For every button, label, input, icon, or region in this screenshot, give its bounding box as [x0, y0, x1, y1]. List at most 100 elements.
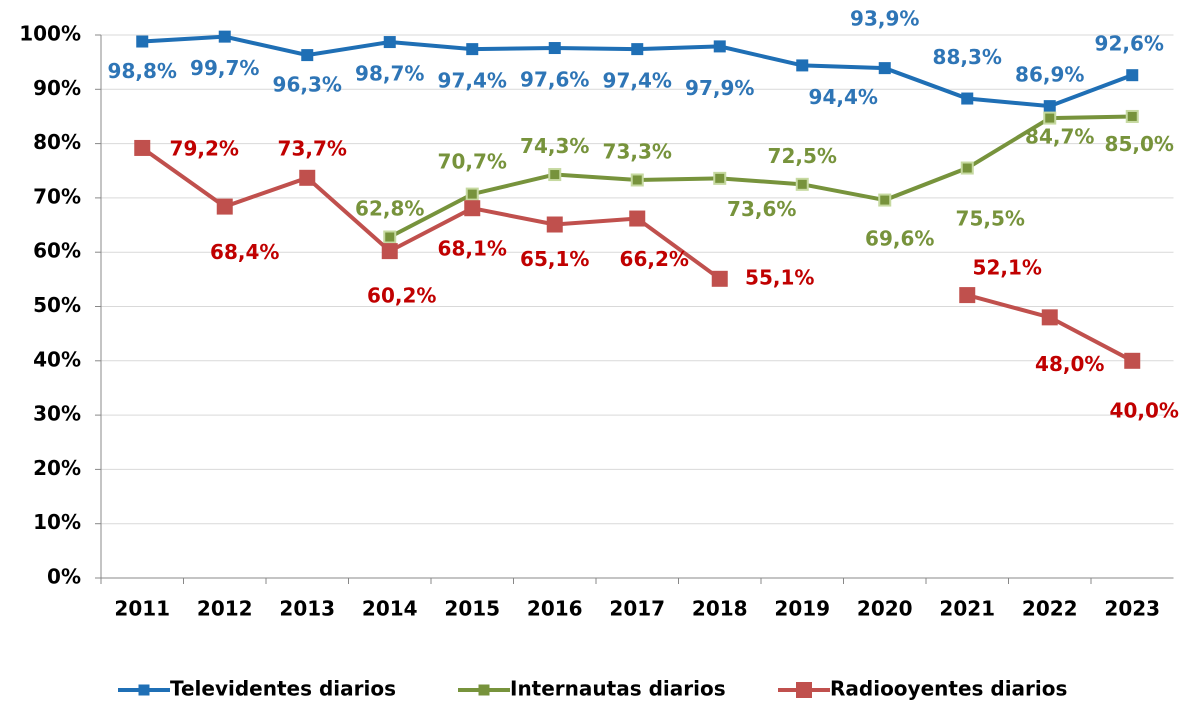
- marker: [134, 139, 151, 156]
- marker: [546, 216, 563, 233]
- data-label: 97,6%: [520, 68, 589, 92]
- marker: [961, 92, 974, 105]
- data-label: 97,4%: [603, 69, 672, 93]
- series-line: [141, 146, 721, 281]
- marker: [383, 230, 397, 244]
- data-label: 98,8%: [108, 59, 177, 83]
- legend-item: Televidentes diarios: [118, 677, 396, 701]
- marker: [1125, 109, 1139, 123]
- marker: [548, 42, 561, 55]
- y-tick-label: 10%: [33, 510, 81, 534]
- data-label: 72,5%: [768, 144, 837, 168]
- data-label: 86,9%: [1015, 63, 1084, 87]
- x-tick-label: 2014: [362, 597, 418, 621]
- legend-marker: [796, 682, 812, 698]
- x-tick-label: 2021: [939, 597, 995, 621]
- data-label: 85,0%: [1105, 132, 1174, 156]
- data-label: 93,9%: [850, 7, 919, 31]
- marker: [383, 36, 396, 49]
- y-tick-label: 80%: [33, 130, 81, 154]
- marker: [959, 287, 976, 304]
- marker: [218, 30, 231, 43]
- marker: [796, 59, 809, 72]
- y-tick-label: 90%: [33, 76, 81, 100]
- marker: [1041, 309, 1058, 326]
- series-line: [388, 114, 1133, 239]
- marker: [301, 49, 314, 62]
- marker: [136, 35, 149, 48]
- data-label: 79,2%: [170, 136, 239, 160]
- data-label: 69,6%: [865, 227, 934, 251]
- legend-item: Radiooyentes diarios: [778, 677, 1067, 701]
- marker: [878, 193, 892, 207]
- legend-marker: [138, 684, 150, 696]
- marker: [795, 177, 809, 191]
- marker: [631, 43, 644, 56]
- data-label: 68,1%: [438, 237, 507, 261]
- data-label: 96,3%: [273, 73, 342, 97]
- y-tick-label: 50%: [33, 293, 81, 317]
- marker: [464, 200, 481, 217]
- data-label: 92,6%: [1095, 32, 1164, 56]
- data-label: 94,4%: [809, 85, 878, 109]
- data-label: 55,1%: [745, 265, 814, 289]
- data-label: 84,7%: [1025, 125, 1094, 149]
- data-label: 62,8%: [355, 196, 424, 220]
- marker: [960, 161, 974, 175]
- y-tick-label: 30%: [33, 402, 81, 426]
- legend-item: Internautas diarios: [458, 677, 726, 701]
- marker: [1043, 111, 1057, 125]
- data-label: 52,1%: [973, 256, 1042, 280]
- data-label: 73,7%: [278, 136, 347, 160]
- x-tick-label: 2016: [527, 597, 583, 621]
- legend-label: Televidentes diarios: [170, 677, 396, 701]
- marker: [381, 243, 398, 260]
- x-tick-label: 2011: [114, 597, 170, 621]
- data-label: 70,7%: [438, 150, 507, 174]
- x-tick-label: 2023: [1104, 597, 1160, 621]
- marker: [216, 198, 233, 215]
- legend-marker: [478, 684, 490, 696]
- marker: [629, 210, 646, 227]
- legend-label: Internautas diarios: [510, 677, 726, 701]
- marker: [630, 173, 644, 187]
- x-tick-label: 2018: [692, 597, 748, 621]
- y-tick-label: 40%: [33, 347, 81, 371]
- data-label: 75,5%: [956, 207, 1025, 231]
- marker: [711, 270, 728, 287]
- data-label: 99,7%: [190, 56, 259, 80]
- x-tick-label: 2019: [774, 597, 830, 621]
- data-label: 40,0%: [1110, 398, 1179, 422]
- y-tick-label: 70%: [33, 184, 81, 208]
- data-label: 66,2%: [620, 247, 689, 271]
- data-label: 97,9%: [685, 76, 754, 100]
- data-label: 74,3%: [520, 134, 589, 158]
- data-label: 88,3%: [933, 45, 1002, 69]
- data-label: 60,2%: [367, 284, 436, 308]
- y-tick-label: 100%: [19, 22, 81, 46]
- x-tick-label: 2013: [279, 597, 335, 621]
- marker: [1124, 352, 1141, 369]
- marker: [713, 171, 727, 185]
- marker: [466, 43, 479, 56]
- y-tick-label: 60%: [33, 239, 81, 263]
- data-label: 65,1%: [520, 247, 589, 271]
- marker: [299, 169, 316, 186]
- data-label: 98,7%: [355, 62, 424, 86]
- data-label: 73,6%: [727, 197, 796, 221]
- data-label: 68,4%: [210, 240, 279, 264]
- x-tick-label: 2015: [444, 597, 500, 621]
- x-tick-label: 2017: [609, 597, 665, 621]
- x-tick-label: 2022: [1022, 597, 1078, 621]
- y-tick-label: 20%: [33, 456, 81, 480]
- data-label: 48,0%: [1035, 352, 1104, 376]
- marker: [465, 187, 479, 201]
- x-tick-label: 2012: [197, 597, 253, 621]
- marker: [878, 62, 891, 75]
- marker: [548, 168, 562, 182]
- data-label: 97,4%: [438, 69, 507, 93]
- data-label: 73,3%: [603, 139, 672, 163]
- marker: [713, 40, 726, 53]
- legend-label: Radiooyentes diarios: [830, 677, 1067, 701]
